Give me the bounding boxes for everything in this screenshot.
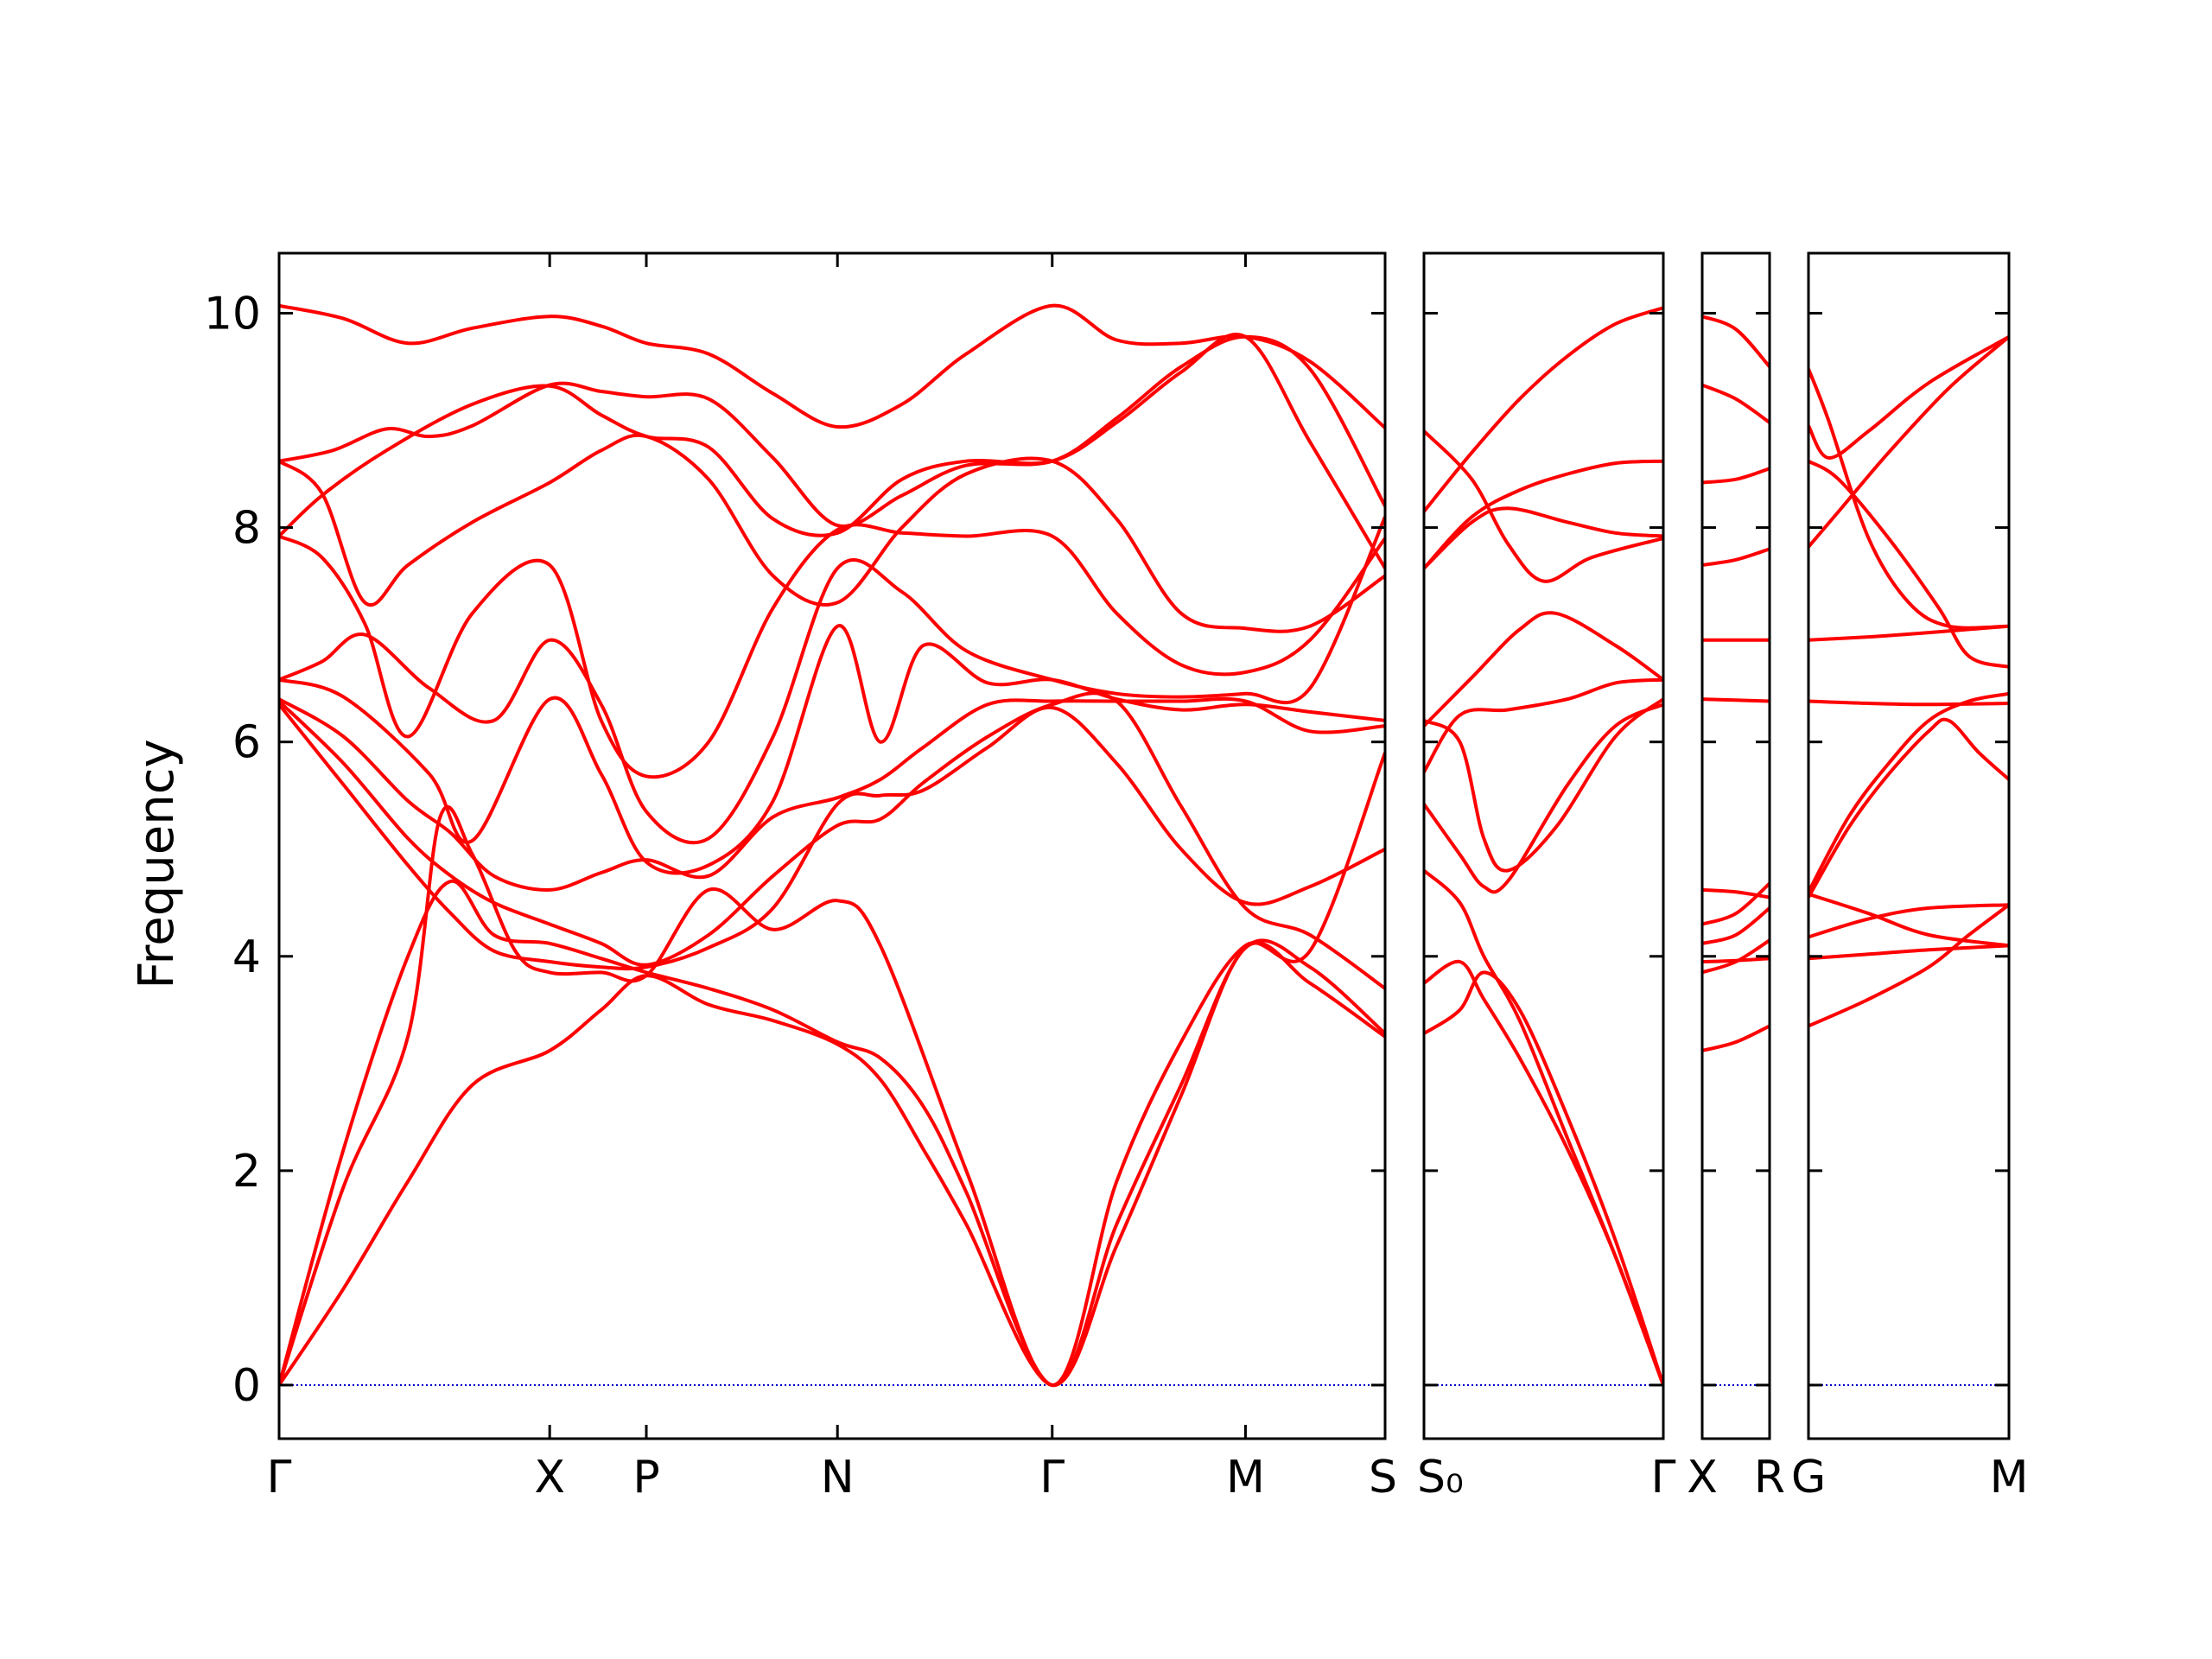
phonon-band-line (279, 941, 1385, 1387)
phonon-band-line (279, 523, 1385, 779)
panel-2: S₀ Γ (1417, 251, 1676, 1503)
phonon-band-line (1808, 335, 2009, 460)
x-tick-label: M (1226, 1452, 1265, 1503)
x-tick-label: P (632, 1452, 659, 1503)
phonon-band-line (279, 433, 1385, 633)
phonon-band-line (1424, 868, 1663, 1386)
x-tick-label: Γ (267, 1452, 292, 1503)
x-tick-label: N (821, 1452, 855, 1503)
phonon-band-line (1808, 699, 2009, 707)
phonon-band-line (1808, 717, 2009, 899)
panel-frame (1807, 251, 2011, 1440)
band-group (1702, 315, 1770, 1052)
phonon-band-line (1702, 1024, 1770, 1052)
y-tick-label: 6 (232, 717, 261, 769)
phonon-band-line (1424, 959, 1663, 1386)
phonon-band-line (1808, 903, 2009, 1028)
x-tick-label: X (534, 1452, 565, 1503)
phonon-band-line (279, 703, 1385, 971)
phonon-band-line (1808, 624, 2009, 642)
phonon-band-line (1702, 938, 1770, 975)
band-group (279, 303, 1385, 1388)
band-group (1424, 306, 1663, 1386)
phonon-band-line (279, 879, 1385, 1388)
phonon-band-line (1424, 970, 1663, 1386)
phonon-band-line (1424, 702, 1663, 894)
phonon-band-line (279, 516, 1385, 845)
phonon-band-line (279, 624, 1385, 875)
phonon-band-line (279, 333, 1385, 569)
phonon-band-line (1808, 903, 2009, 939)
phonon-band-line (1424, 506, 1663, 570)
phonon-band-line (1808, 892, 2009, 948)
phonon-band-line (1424, 306, 1663, 513)
phonon-band-line (279, 691, 1385, 990)
phonon-band-line (1702, 547, 1770, 567)
phonon-band-line (279, 752, 1385, 1388)
y-tick-label: 4 (232, 931, 261, 983)
phonon-band-line (1702, 881, 1770, 926)
x-tick-label: S₀ (1417, 1452, 1464, 1503)
phonon-band-line (1702, 906, 1770, 945)
x-tick-label: G (1791, 1452, 1826, 1503)
x-tick-label: Γ (1039, 1452, 1065, 1503)
x-tick-label: Γ (1651, 1452, 1676, 1503)
phonon-band-line (279, 334, 1385, 529)
phonon-band-line (1702, 315, 1770, 368)
phonon-band-line (1702, 467, 1770, 485)
phonon-band-line (1702, 383, 1770, 424)
phonon-band-line (1424, 429, 1663, 583)
y-tick-label: 0 (232, 1360, 261, 1412)
phonon-band-line (1424, 677, 1663, 773)
x-tick-label: R (1754, 1452, 1785, 1503)
y-tick-label: 2 (232, 1146, 261, 1198)
phonon-band-line (1808, 335, 2009, 549)
phonon-band-line (1424, 611, 1663, 728)
band-group (1808, 335, 2009, 1028)
panel-frame (1422, 251, 1665, 1440)
panel-frame (277, 251, 1387, 1440)
y-tick-label: 10 (204, 288, 261, 340)
panel-frame (1700, 251, 1771, 1440)
y-axis-label: Frequency (129, 739, 185, 988)
phonon-band-line (1702, 697, 1770, 703)
x-tick-label: S (1369, 1452, 1397, 1503)
phonon-band-line (1424, 459, 1663, 570)
chart-panels: Γ X P N Γ M S S₀ Γ X R G M (267, 251, 2029, 1503)
phonon-band-line (1808, 691, 2009, 893)
phonon-band-line (1808, 944, 2009, 961)
phonon-band-line (279, 303, 1385, 429)
phonon-band-line (1424, 697, 1663, 873)
phonon-band-line (279, 696, 1385, 892)
y-tick-label: 8 (232, 503, 261, 555)
x-tick-label: X (1687, 1452, 1718, 1503)
y-tick-labels: 0 2 4 6 8 10 (204, 288, 261, 1412)
x-tick-label: M (1990, 1452, 2029, 1503)
phonon-band-line (1808, 368, 2009, 630)
phonon-band-line (1702, 887, 1770, 899)
phonon-band-line (1808, 459, 2009, 669)
